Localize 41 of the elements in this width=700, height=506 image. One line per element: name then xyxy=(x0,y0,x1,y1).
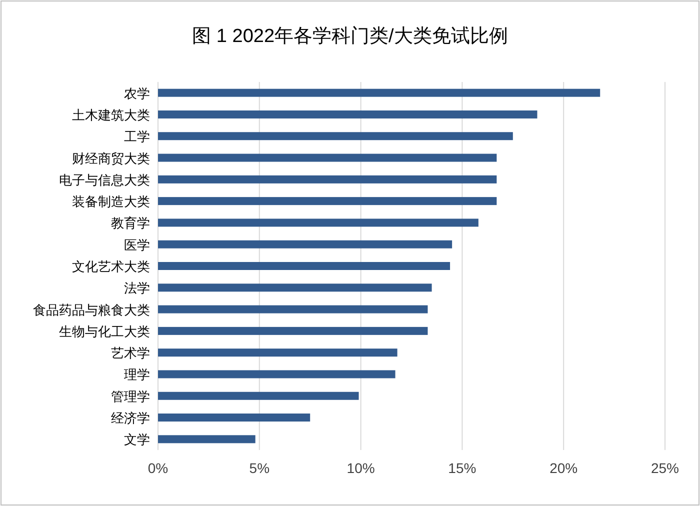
y-tick-label: 艺术学 xyxy=(111,346,150,361)
y-tick-label: 经济学 xyxy=(111,410,150,426)
bar xyxy=(158,392,359,400)
bar xyxy=(158,175,497,184)
y-tick-label: 工学 xyxy=(124,129,150,144)
bar xyxy=(158,240,452,248)
y-tick-label: 理学 xyxy=(124,367,150,382)
y-tick-label: 法学 xyxy=(124,280,150,296)
bar xyxy=(158,435,256,444)
y-tick-label: 食品药品与粮食大类 xyxy=(33,302,150,318)
y-tick-label: 土木建筑大类 xyxy=(72,107,150,122)
bar xyxy=(158,414,310,422)
bar xyxy=(158,88,600,97)
x-tick-label: 10% xyxy=(346,460,375,476)
bar xyxy=(158,132,513,140)
bar xyxy=(158,326,428,335)
x-tick-label: 0% xyxy=(148,460,168,476)
y-tick-label: 管理学 xyxy=(111,388,150,404)
bar xyxy=(158,370,396,378)
bar xyxy=(158,197,497,206)
bar xyxy=(158,305,428,314)
y-tick-label: 医学 xyxy=(124,237,150,252)
y-tick-label: 电子与信息大类 xyxy=(59,172,150,188)
bar xyxy=(158,110,538,118)
x-tick-label: 5% xyxy=(249,460,270,476)
bar xyxy=(158,284,432,292)
chart-title: 图 1 2022年各学科门类/大类免试比例 xyxy=(192,25,508,47)
y-tick-label: 教育学 xyxy=(111,216,150,231)
bar xyxy=(158,262,450,270)
y-tick-label: 生物与化工大类 xyxy=(59,324,150,339)
y-tick-label: 文化艺术大类 xyxy=(72,259,150,274)
y-tick-label: 农学 xyxy=(124,86,150,101)
bar xyxy=(158,218,478,227)
y-tick-label: 财经商贸大类 xyxy=(72,150,150,166)
y-tick-label: 装备制造大类 xyxy=(72,194,150,210)
bar xyxy=(158,348,398,357)
y-tick-label: 文学 xyxy=(124,432,150,448)
x-tick-label: 15% xyxy=(448,460,476,476)
x-tick-label: 25% xyxy=(650,460,680,476)
x-tick-label: 20% xyxy=(550,460,578,476)
bar xyxy=(158,154,497,162)
